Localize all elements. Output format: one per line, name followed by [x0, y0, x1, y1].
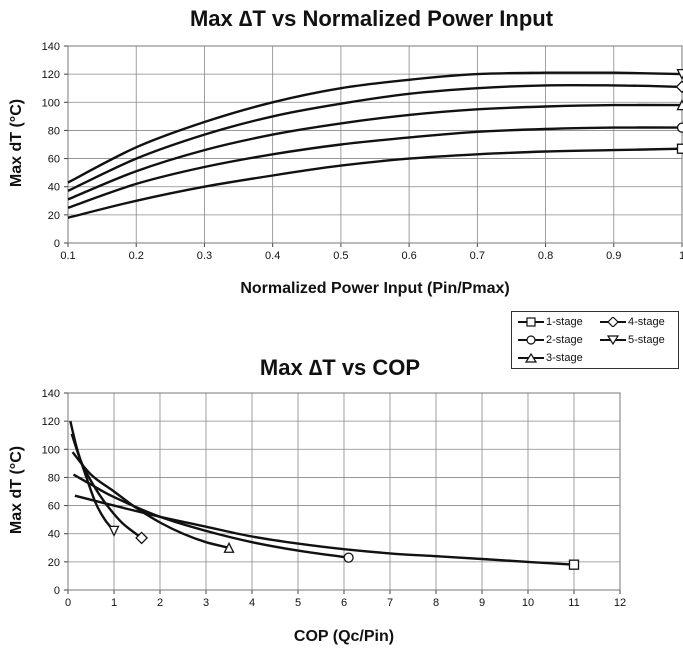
- chart-bottom-x-tick-label: 6: [341, 597, 347, 609]
- chart-top-series-marker-1-stage: [676, 143, 683, 154]
- chart-top-x-tick-label: 0.7: [470, 250, 485, 262]
- chart-bottom-x-tick-label: 2: [157, 597, 163, 609]
- chart-top-series-line-5-stage: [67, 71, 683, 184]
- chart-bottom-y-tick-label: 140: [42, 388, 60, 400]
- chart-bottom-y-axis-label: Max dT (°C): [8, 445, 25, 535]
- legend-item-5-stage: 5-stage: [600, 334, 665, 346]
- chart-top-series-marker-3-stage: [676, 99, 683, 111]
- chart-bottom-y-tick-label: 40: [48, 529, 60, 541]
- legend-item-1-stage: 1-stage: [518, 316, 583, 328]
- chart-top-y-tick-label: 0: [54, 238, 60, 250]
- legend-triangle-up-marker-icon: [518, 353, 544, 363]
- chart-top-series-marker-2-stage: [676, 122, 683, 133]
- chart-top-x-axis-label: Normalized Power Input (Pin/Pmax): [240, 280, 510, 297]
- legend-item-4-stage: 4-stage: [600, 316, 665, 328]
- chart-bottom-y-tick-label: 60: [48, 501, 60, 513]
- chart-top-x-tick-label: 0.6: [401, 250, 416, 262]
- chart-top-plot-area: [67, 45, 683, 244]
- chart-top-series-line-1-stage: [67, 147, 683, 219]
- legend-label: 4-stage: [628, 316, 665, 328]
- chart-top-x-tick-label: 0.8: [538, 250, 553, 262]
- legend-diamond-marker-icon: [600, 317, 626, 327]
- legend-label: 1-stage: [546, 316, 583, 328]
- chart-bottom-x-tick-label: 10: [522, 597, 534, 609]
- chart-top-y-tick-label: 60: [48, 154, 60, 166]
- chart-bottom-y-tick-label: 80: [48, 472, 60, 484]
- chart-legend: 1-stage 4-stage 2-stage 5-stage: [511, 311, 679, 369]
- chart-top-x-tick-label: 0.2: [129, 250, 144, 262]
- chart-bottom-x-tick-label: 11: [568, 597, 579, 609]
- chart-top-x-tick-label: 1: [679, 250, 683, 262]
- chart-top-x-tick-label: 0.5: [333, 250, 348, 262]
- chart-bottom-series-line-3-stage: [71, 451, 230, 549]
- chart-bottom-x-tick-label: 1: [111, 597, 117, 609]
- chart-bottom-title: Max ∆T vs COP: [259, 355, 421, 380]
- legend-triangle-down-marker-icon: [600, 335, 626, 345]
- chart-bottom-series-marker-5-stage: [108, 525, 120, 537]
- chart-top-series-marker-5-stage: [676, 68, 683, 81]
- chart-top-series-line-2-stage: [67, 126, 683, 209]
- legend-label: 3-stage: [546, 352, 583, 364]
- chart-top-y-tick-label: 80: [48, 125, 60, 137]
- chart-bottom-y-tick-label: 120: [42, 416, 60, 428]
- legend-square-marker-icon: [518, 317, 544, 327]
- chart-bottom-x-tick-label: 4: [249, 597, 255, 609]
- chart-top-y-axis-label: Max dT (°C): [8, 98, 25, 188]
- chart-top-series-marker-4-stage: [675, 80, 683, 94]
- chart-bottom-series-marker-4-stage: [135, 531, 149, 545]
- chart-top-y-tick-label: 20: [48, 210, 60, 222]
- legend-label: 2-stage: [546, 334, 583, 346]
- chart-top-y-tick-label: 40: [48, 182, 60, 194]
- chart-top-y-tick-label: 140: [42, 41, 60, 53]
- chart-bottom-y-tick-label: 20: [48, 557, 60, 569]
- chart-top-series-line-4-stage: [67, 83, 683, 192]
- chart-top-y-tick-label: 100: [42, 97, 60, 109]
- chart-bottom-x-tick-label: 5: [295, 597, 301, 609]
- chart-bottom-x-tick-label: 7: [387, 597, 393, 609]
- chart-top-x-tick-label: 0.1: [60, 250, 75, 262]
- chart-top-x-tick-label: 0.4: [265, 250, 280, 262]
- chart-bottom-series-marker-2-stage: [343, 552, 354, 563]
- chart-bottom-series-marker-3-stage: [223, 541, 235, 553]
- chart-bottom-x-tick-label: 12: [614, 597, 626, 609]
- chart-bottom-x-axis-label: COP (Qc/Pin): [293, 628, 395, 645]
- legend-label: 5-stage: [628, 334, 665, 346]
- chart-bottom-x-tick-label: 9: [479, 597, 485, 609]
- chart-top-x-tick-label: 0.9: [606, 250, 621, 262]
- chart-bottom-x-tick-label: 3: [203, 597, 209, 609]
- chart-top-series-line-3-stage: [67, 103, 683, 201]
- legend-item-2-stage: 2-stage: [518, 334, 583, 346]
- chart-top-x-tick-label: 0.3: [197, 250, 212, 262]
- legend-item-3-stage: 3-stage: [518, 352, 583, 364]
- chart-top-y-tick-label: 120: [42, 69, 60, 81]
- chart-bottom-x-tick-label: 8: [433, 597, 439, 609]
- legend-circle-marker-icon: [518, 335, 544, 345]
- chart-bottom-series-marker-1-stage: [568, 559, 580, 570]
- chart-bottom-y-tick-label: 0: [54, 585, 60, 597]
- chart-bottom-x-tick-label: 0: [65, 597, 71, 609]
- chart-top-title: Max ∆T vs Normalized Power Input: [189, 6, 554, 31]
- chart-bottom-series-line-5-stage: [69, 420, 115, 532]
- chart-bottom-y-tick-label: 100: [42, 444, 60, 456]
